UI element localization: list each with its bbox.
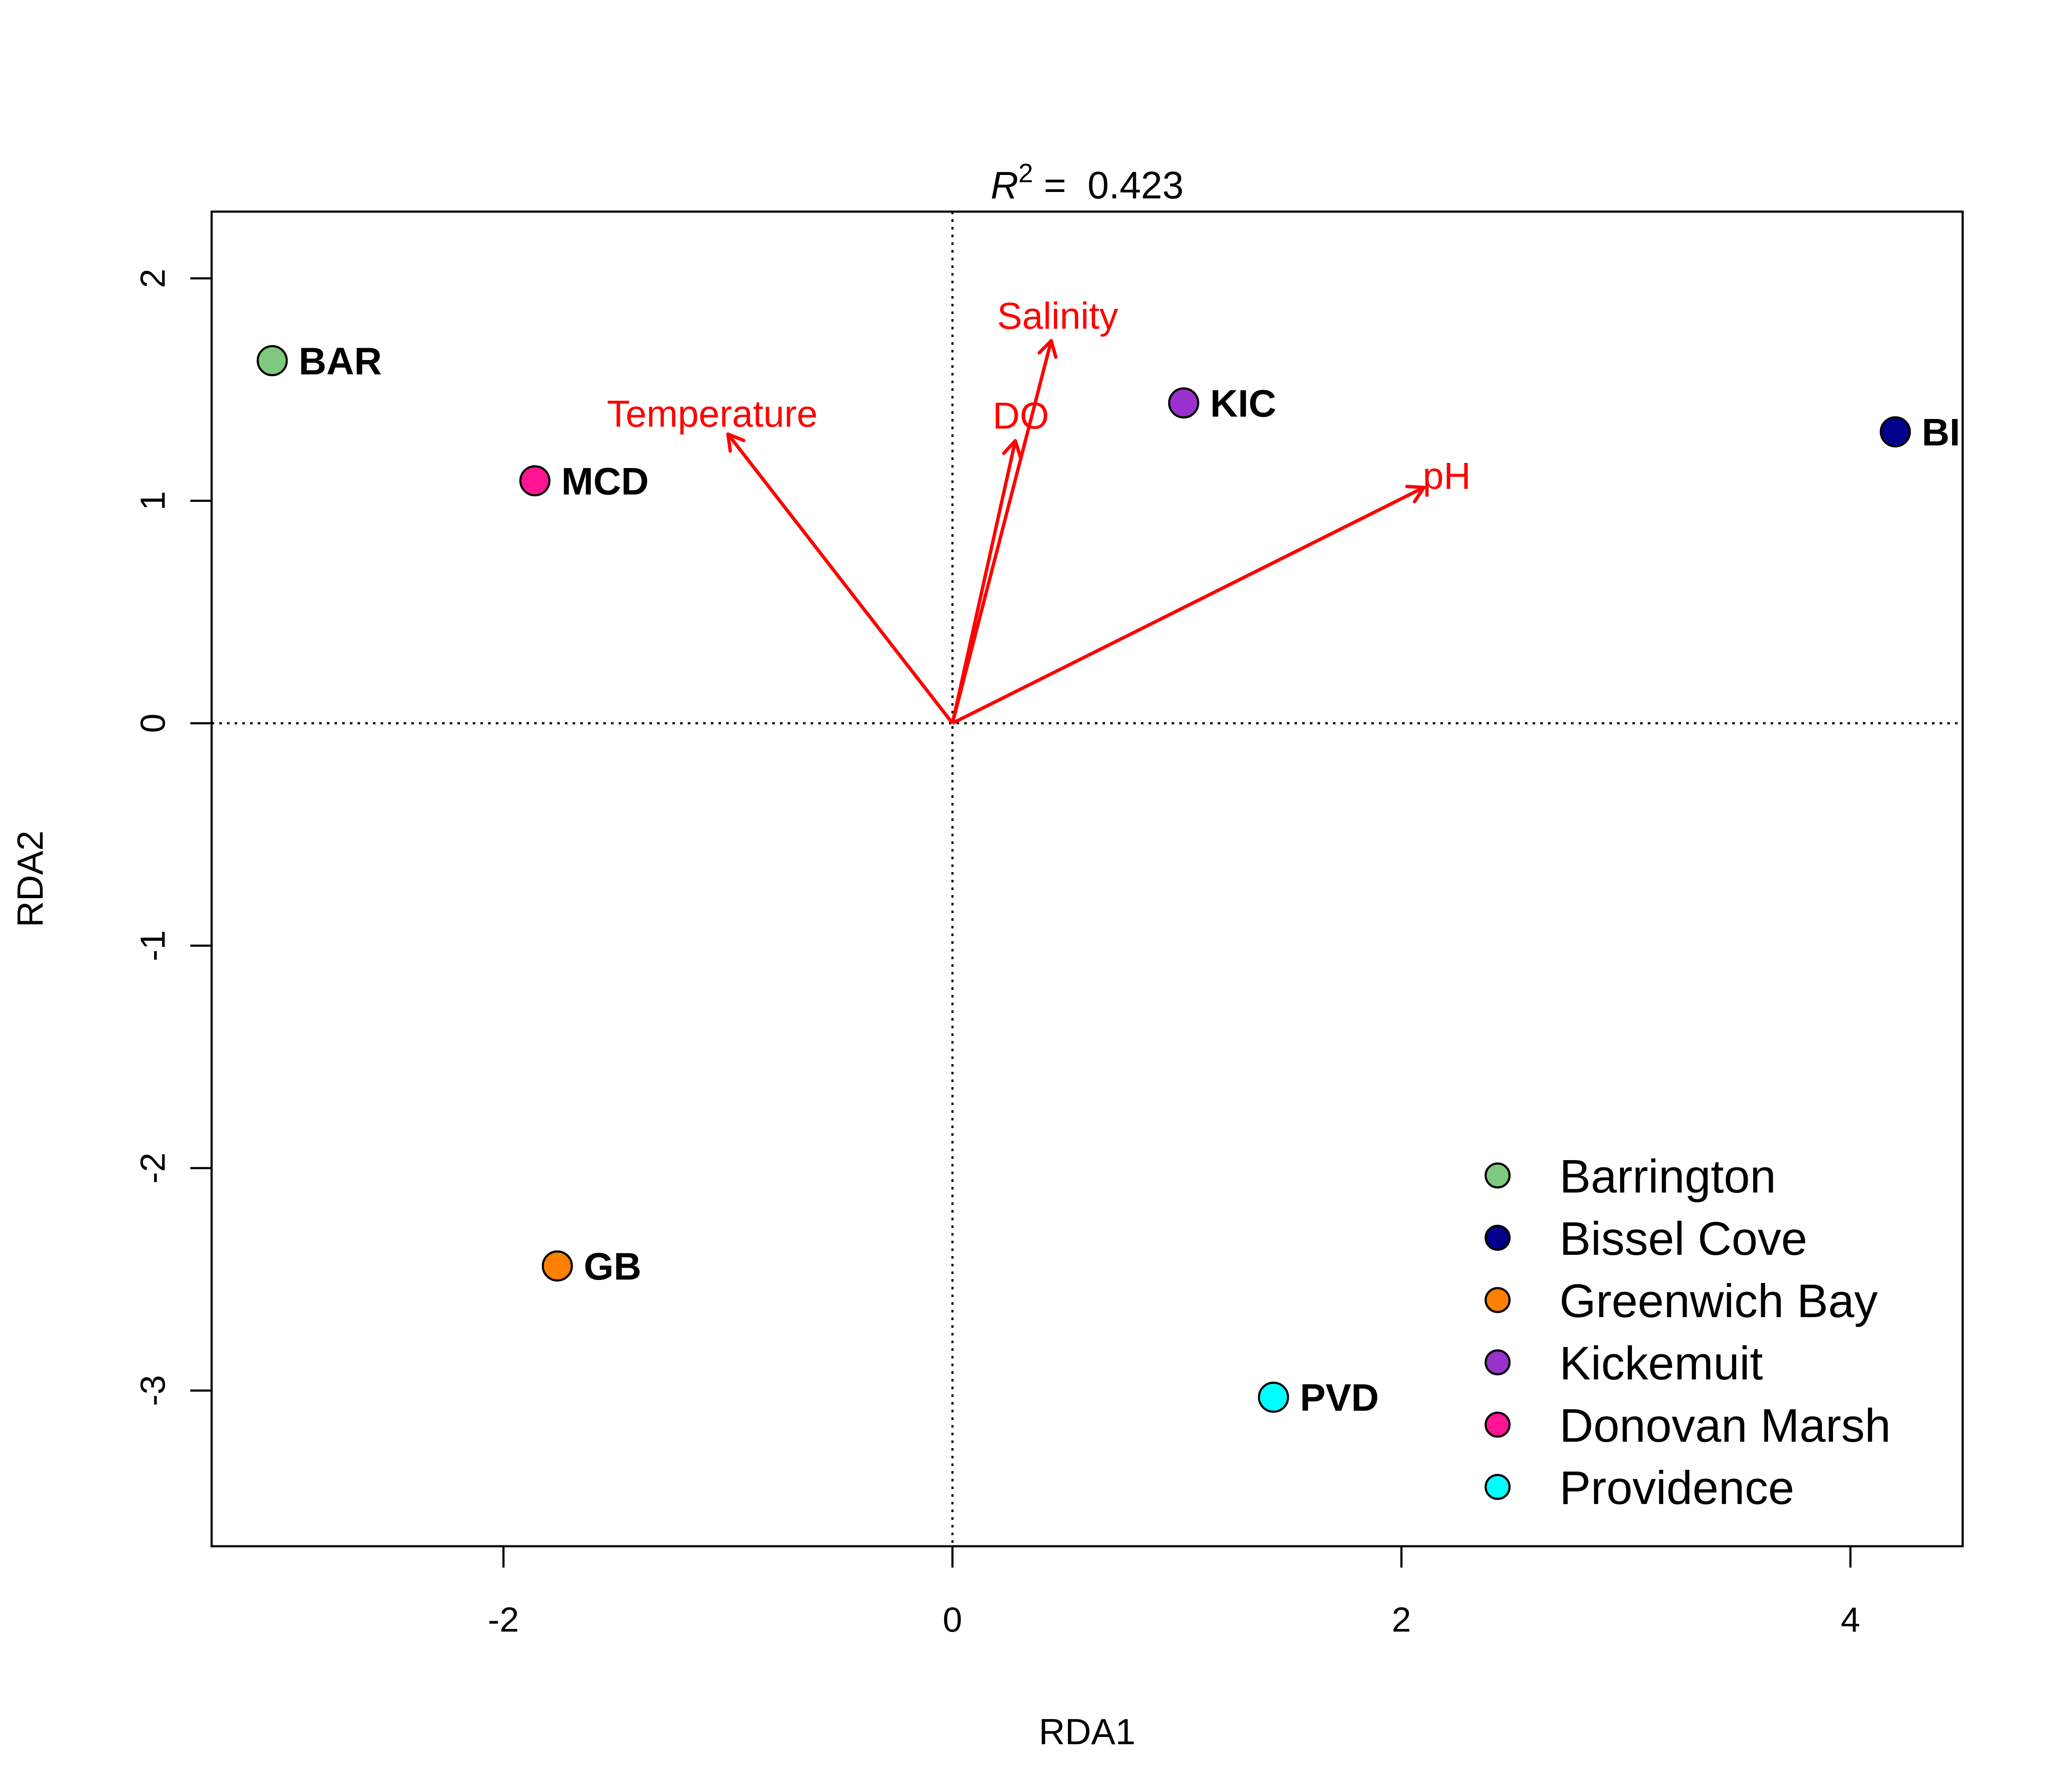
vector-label: pH (1423, 455, 1471, 497)
x-tick-label: 0 (943, 1600, 963, 1639)
legend-label: Donovan Marsh (1559, 1399, 1891, 1452)
legend-marker (1484, 1287, 1511, 1313)
x-tick-label: -2 (488, 1600, 519, 1639)
legend-marker (1484, 1474, 1511, 1500)
vector-arrowhead (1002, 439, 1022, 459)
site-point (1258, 1382, 1289, 1413)
vector-line (951, 340, 1053, 724)
y-axis-title: RDA2 (10, 831, 51, 928)
legend-label: Bissel Cove (1559, 1213, 1807, 1265)
site-point (1879, 416, 1911, 448)
site-label: PVD (1300, 1377, 1379, 1420)
y-tick-label: 1 (134, 491, 172, 511)
chart-title: R2 = 0.423 (991, 159, 1184, 207)
title-value: = 0.423 (1033, 164, 1184, 207)
legend-label: Kickemuit (1559, 1337, 1763, 1390)
y-axis: -3 -2 -1 0 1 2 (134, 269, 213, 1406)
site-label: GB (584, 1245, 641, 1288)
site-label: BAR (299, 340, 382, 383)
legend-marker (1484, 1411, 1511, 1438)
vector-label: DO (993, 394, 1049, 436)
y-tick-label: -2 (134, 1152, 172, 1184)
x-tick-label: 2 (1392, 1600, 1411, 1639)
vector-line (951, 440, 1017, 724)
reference-lines (212, 212, 1963, 1546)
legend-marker (1484, 1349, 1511, 1376)
vector-label: Temperature (607, 393, 817, 435)
vector-arrowhead (1037, 339, 1058, 359)
title-superscript: 2 (1018, 159, 1033, 188)
y-tick-label: 2 (134, 269, 172, 288)
site-point (1168, 387, 1199, 419)
vector-arrowhead (1405, 485, 1426, 503)
site-label: KIC (1210, 382, 1276, 425)
legend-label: Barrington (1559, 1150, 1776, 1203)
site-points: BAR BI GB KIC MCD PVD (256, 340, 1960, 1420)
vector-line (951, 486, 1425, 725)
y-tick-label: -1 (134, 930, 172, 961)
title-r-symbol: R (991, 164, 1018, 207)
vector-arrowhead (726, 432, 746, 453)
site-point (541, 1250, 573, 1282)
legend-label: Greenwich Bay (1559, 1275, 1878, 1327)
legend: Barrington Bissel Cove Greenwich Bay Kickem… (1484, 1150, 1891, 1514)
legend-marker (1484, 1162, 1511, 1189)
environment-vectors: Temperature Salinity DO pH (607, 294, 1471, 725)
site-label: BI (1922, 411, 1960, 454)
site-point (256, 345, 288, 376)
y-tick-label: 0 (134, 713, 172, 733)
x-tick-label: 4 (1841, 1600, 1860, 1639)
x-axis: -2 0 2 4 (488, 1545, 1860, 1639)
y-tick-label: -3 (134, 1375, 172, 1406)
legend-label: Providence (1559, 1462, 1794, 1514)
vector-line (726, 433, 954, 724)
vector-label: Salinity (997, 294, 1118, 337)
site-point (519, 465, 551, 497)
legend-marker (1484, 1225, 1511, 1251)
site-label: MCD (561, 460, 649, 503)
x-axis-title: RDA1 (1039, 1712, 1136, 1752)
